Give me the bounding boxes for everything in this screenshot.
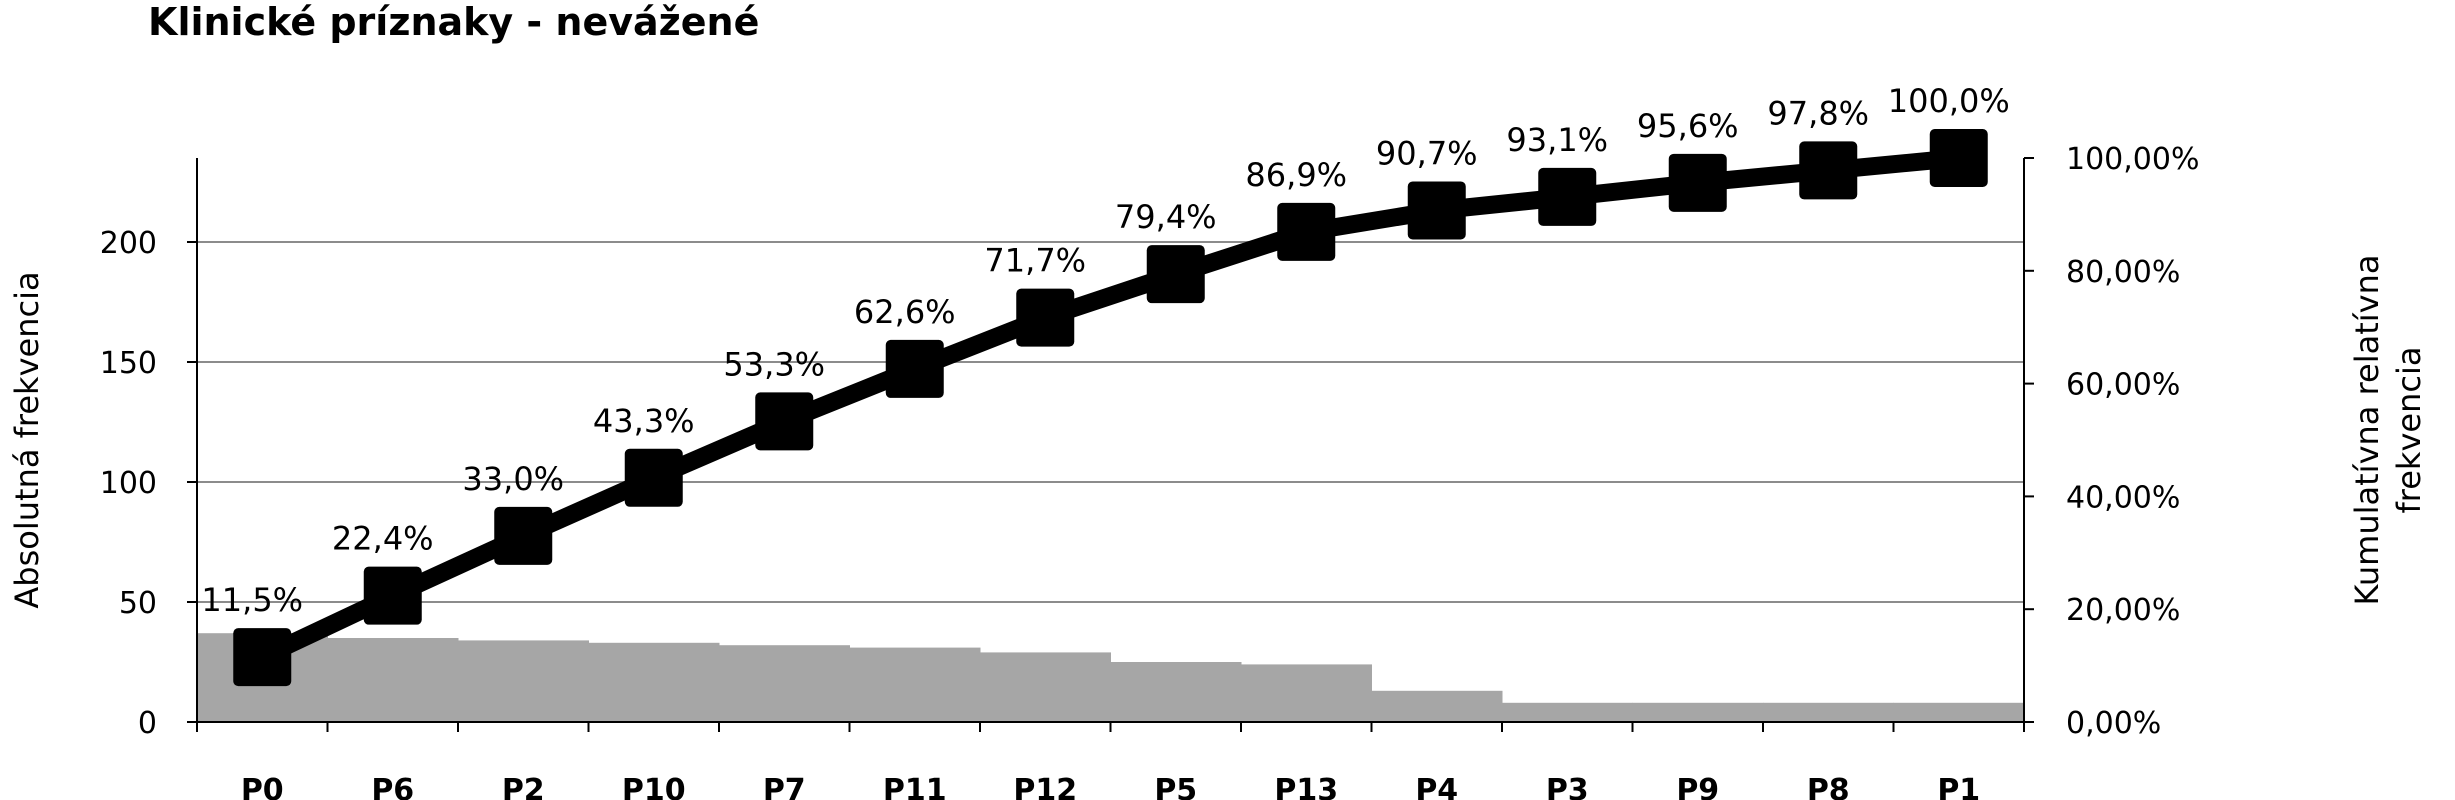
cumulative-data-label: 11,5% bbox=[201, 581, 303, 619]
chart-title: Klinické príznaky - nevážené bbox=[148, 0, 760, 44]
cumulative-data-label: 93,1% bbox=[1506, 121, 1608, 159]
cumulative-data-label: 100,0% bbox=[1888, 82, 2010, 120]
cumulative-data-label: 71,7% bbox=[984, 242, 1086, 280]
x-tick-label: P6 bbox=[371, 773, 414, 800]
cumulative-marker bbox=[1016, 288, 1075, 347]
cumulative-marker bbox=[755, 392, 814, 451]
right-axis-ticks: 0,00% 20,00% 40,00% 60,00% 80,00% 100,00% bbox=[2024, 142, 2199, 741]
bar bbox=[458, 640, 589, 722]
cumulative-marker bbox=[1799, 141, 1858, 200]
cumulative-data-label: 33,0% bbox=[462, 460, 564, 498]
cumulative-marker bbox=[1668, 153, 1727, 212]
bar bbox=[588, 642, 720, 722]
x-tick-label: P10 bbox=[622, 773, 686, 800]
y2-tick-label: 40,00% bbox=[2066, 480, 2180, 515]
cumulative-data-label: 53,3% bbox=[723, 345, 825, 383]
x-tick-label: P5 bbox=[1154, 773, 1197, 800]
left-axis-ticks: 0 50 100 150 200 bbox=[100, 226, 197, 741]
cumulative-line-group bbox=[233, 129, 1988, 687]
cumulative-marker bbox=[1929, 129, 1988, 187]
bar bbox=[1371, 690, 1503, 722]
bar bbox=[980, 652, 1111, 722]
bar bbox=[1241, 664, 1372, 722]
cumulative-data-label: 97,8% bbox=[1767, 94, 1869, 132]
cumulative-marker bbox=[1407, 181, 1466, 240]
cumulative-data-label: 95,6% bbox=[1637, 107, 1739, 145]
cumulative-marker bbox=[1146, 245, 1205, 304]
cumulative-marker bbox=[885, 339, 944, 398]
cumulative-data-label: 79,4% bbox=[1115, 198, 1217, 236]
gridlines bbox=[197, 241, 2024, 603]
y2-tick-label: 60,00% bbox=[2066, 368, 2180, 403]
cumulative-marker bbox=[494, 506, 553, 565]
y-tick-label: 100 bbox=[100, 466, 157, 501]
bar bbox=[1893, 702, 2025, 722]
y2-tick-label: 0,00% bbox=[2066, 706, 2161, 741]
bar bbox=[849, 647, 981, 722]
y-tick-label: 150 bbox=[100, 346, 157, 381]
y2-tick-label: 20,00% bbox=[2066, 593, 2180, 628]
x-tick-label: P7 bbox=[763, 773, 806, 800]
bar bbox=[1763, 702, 1894, 722]
bar bbox=[1502, 702, 1633, 722]
x-tick-label: P11 bbox=[883, 773, 947, 800]
y2-axis-label-line2: frekvencia bbox=[2390, 347, 2428, 514]
y-tick-label: 50 bbox=[119, 586, 157, 621]
cumulative-marker bbox=[1277, 202, 1336, 261]
x-tick-label: P9 bbox=[1676, 773, 1719, 800]
cumulative-data-labels: 11,5% 22,4% 33,0% 43,3% 53,3% 62,6% 71,7% 79,4%… bbox=[201, 82, 2009, 619]
cumulative-data-label: 86,9% bbox=[1245, 156, 1347, 194]
y2-tick-label: 80,00% bbox=[2066, 255, 2180, 290]
bar bbox=[719, 645, 850, 722]
y-axis-label: Absolutná frekvencia bbox=[8, 271, 46, 608]
bars bbox=[197, 633, 2025, 722]
x-tick-label: P3 bbox=[1546, 773, 1589, 800]
y-tick-label: 200 bbox=[100, 226, 157, 261]
cumulative-data-label: 90,7% bbox=[1376, 134, 1478, 172]
y2-tick-label: 100,00% bbox=[2066, 142, 2199, 177]
cumulative-marker bbox=[624, 448, 683, 507]
x-tick-label: P12 bbox=[1013, 773, 1077, 800]
x-tick-label: P4 bbox=[1415, 773, 1458, 800]
bar bbox=[327, 638, 459, 722]
x-tick-label: P8 bbox=[1807, 773, 1850, 800]
cumulative-data-label: 62,6% bbox=[854, 293, 956, 331]
cumulative-marker bbox=[363, 566, 422, 625]
bar bbox=[1632, 702, 1764, 722]
x-tick-label: P13 bbox=[1274, 773, 1338, 800]
cumulative-marker bbox=[233, 628, 292, 687]
x-tick-label: P2 bbox=[502, 773, 545, 800]
x-tick-label: P0 bbox=[241, 773, 284, 800]
cumulative-marker bbox=[1538, 167, 1597, 226]
x-tick-label: P1 bbox=[1937, 773, 1980, 800]
cumulative-data-label: 43,3% bbox=[593, 402, 695, 440]
cumulative-line bbox=[258, 149, 1960, 666]
category-axis-ticks: P0 P6 P2 P10 P7 P11 P12 P5 P13 P4 P3 P9 P8 P1 bbox=[196, 722, 2025, 800]
y-tick-label: 0 bbox=[138, 706, 157, 741]
bar bbox=[1110, 662, 1242, 722]
y2-axis-label-line1: Kumulatívna relatívna bbox=[2348, 255, 2386, 606]
cumulative-data-label: 22,4% bbox=[332, 520, 434, 558]
